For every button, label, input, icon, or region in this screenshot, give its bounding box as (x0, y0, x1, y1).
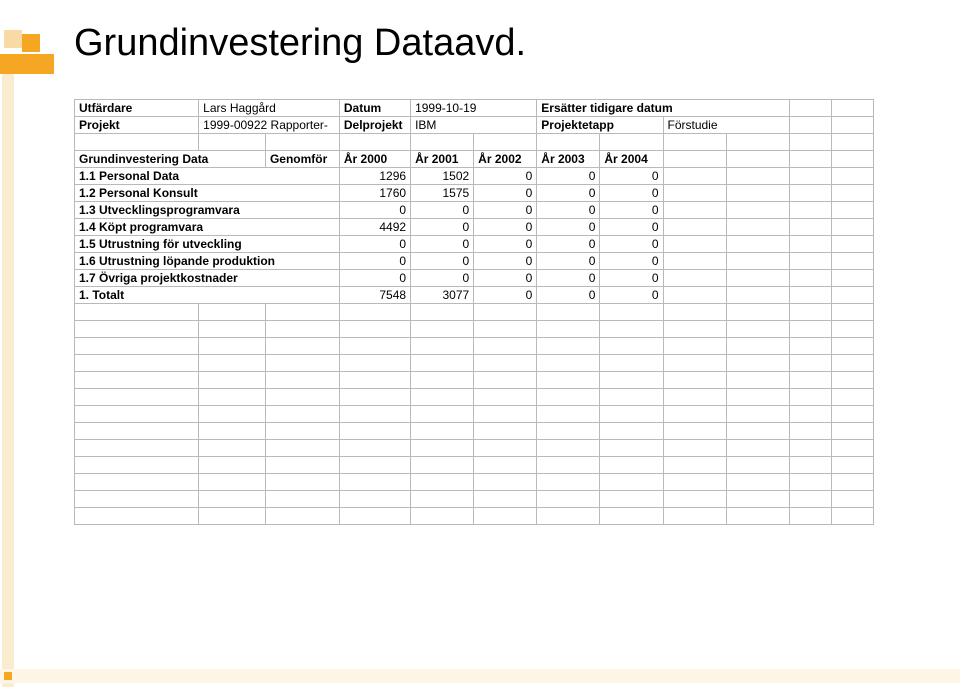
row-label: 1.6 Utrustning löpande produktion (75, 253, 340, 270)
cell-value: 1296 (339, 168, 410, 185)
row-label: 1.4 Köpt programvara (75, 219, 340, 236)
cell-value: 0 (474, 185, 537, 202)
year-header: År 2001 (411, 151, 474, 168)
year-header: År 2004 (600, 151, 663, 168)
cell-value: 1575 (411, 185, 474, 202)
stage-label: Projektetapp (537, 117, 663, 134)
cell-value: 0 (537, 202, 600, 219)
cell-value: 0 (474, 202, 537, 219)
cell-value: 0 (537, 219, 600, 236)
footer-bar (0, 669, 960, 683)
subproject-value: IBM (411, 117, 537, 134)
col-genomfor: Genomför (265, 151, 339, 168)
cell-value: 0 (600, 168, 663, 185)
total-value: 3077 (411, 287, 474, 304)
cell-value: 0 (339, 202, 410, 219)
total-value: 0 (600, 287, 663, 304)
year-header: År 2000 (339, 151, 410, 168)
section-title: Grundinvestering Data (75, 151, 266, 168)
spreadsheet-table: UtfärdareLars HaggårdDatum1999-10-19Ersä… (74, 99, 874, 525)
total-value: 0 (537, 287, 600, 304)
date-label: Datum (339, 100, 410, 117)
cell-value: 0 (474, 168, 537, 185)
cell-value: 0 (411, 219, 474, 236)
cell-value: 0 (474, 270, 537, 287)
cell-value: 0 (600, 219, 663, 236)
page-title: Grundinvestering Dataavd. (74, 22, 904, 65)
replace-label: Ersätter tidigare datum (537, 100, 789, 117)
cell-value: 1502 (411, 168, 474, 185)
year-header: År 2002 (474, 151, 537, 168)
project-value: 1999-00922 Rapporter- (199, 117, 340, 134)
row-label: 1.3 Utvecklingsprogramvara (75, 202, 340, 219)
stage-value: Förstudie (663, 117, 789, 134)
cell-value: 0 (339, 236, 410, 253)
cell-value: 0 (537, 168, 600, 185)
cell-value: 0 (537, 253, 600, 270)
cell-value: 0 (537, 236, 600, 253)
cell-value: 0 (474, 253, 537, 270)
cell-value: 0 (411, 202, 474, 219)
cell-value: 0 (474, 236, 537, 253)
cell-value: 0 (600, 270, 663, 287)
project-label: Projekt (75, 117, 199, 134)
cell-value: 0 (600, 202, 663, 219)
cell-value: 0 (600, 253, 663, 270)
row-label: 1.5 Utrustning för utveckling (75, 236, 340, 253)
year-header: År 2003 (537, 151, 600, 168)
row-label: 1.7 Övriga projektkostnader (75, 270, 340, 287)
total-label: 1. Totalt (75, 287, 340, 304)
cell-value: 0 (600, 185, 663, 202)
row-label: 1.2 Personal Konsult (75, 185, 340, 202)
total-value: 0 (474, 287, 537, 304)
cell-value: 1760 (339, 185, 410, 202)
total-value: 7548 (339, 287, 410, 304)
row-label: 1.1 Personal Data (75, 168, 340, 185)
cell-value: 0 (339, 270, 410, 287)
subproject-label: Delprojekt (339, 117, 410, 134)
cell-value: 0 (537, 185, 600, 202)
issuer-label: Utfärdare (75, 100, 199, 117)
cell-value: 0 (411, 236, 474, 253)
cell-value: 0 (537, 270, 600, 287)
cell-value: 0 (411, 253, 474, 270)
cell-value: 0 (474, 219, 537, 236)
cell-value: 0 (411, 270, 474, 287)
date-value: 1999-10-19 (411, 100, 537, 117)
cell-value: 0 (339, 253, 410, 270)
cell-value: 4492 (339, 219, 410, 236)
issuer-name: Lars Haggård (199, 100, 340, 117)
cell-value: 0 (600, 236, 663, 253)
